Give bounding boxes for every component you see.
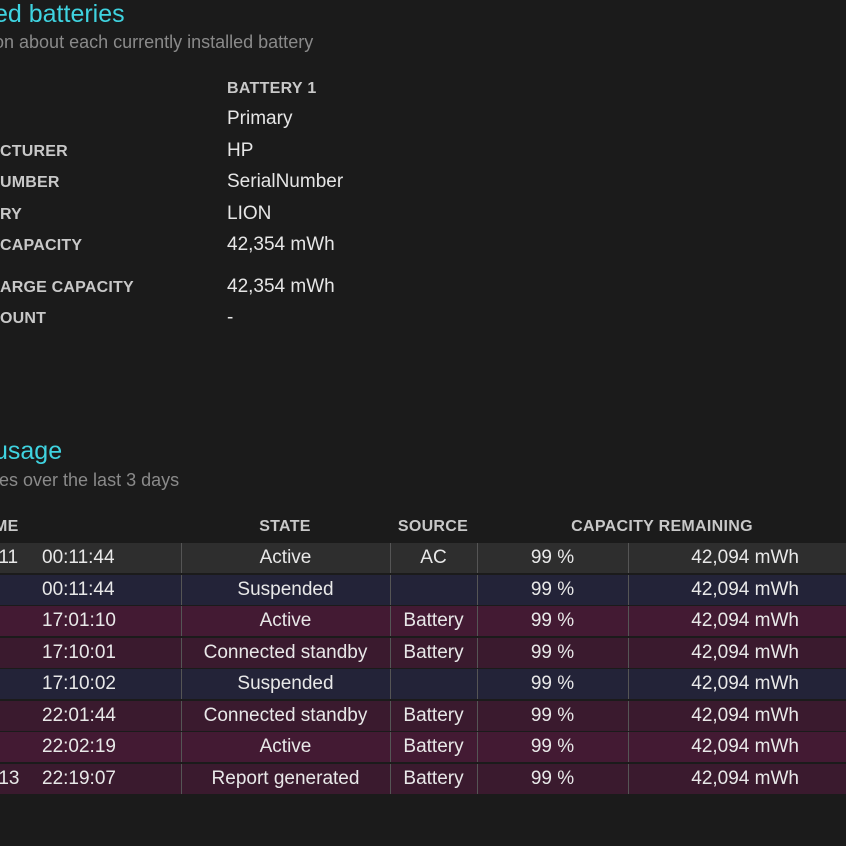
info-row-serial-number: UMBER SerialNumber (0, 171, 846, 195)
info-value: - (227, 307, 234, 328)
header-source: SOURCE (397, 518, 469, 535)
source-cell (390, 669, 476, 699)
time-cell: 22:02:19 (42, 736, 116, 757)
date-cell (0, 732, 32, 762)
installed-batteries-title: ed batteries (0, 0, 125, 28)
mwh-cell: 42,094 mWh (628, 606, 846, 636)
source-cell (390, 575, 476, 605)
table-row: -11 00:11:44 Active AC 99 % 42,094 mWh (0, 543, 846, 573)
time-cell: 17:10:01 (42, 642, 116, 663)
header-start-time: ME (0, 518, 19, 535)
time-cell: 22:19:07 (42, 768, 116, 789)
table-row: 00:11:44 Suspended 99 % 42,094 mWh (0, 575, 846, 605)
date-cell: -13 (0, 768, 20, 789)
state-cell: Active (181, 543, 389, 573)
info-label: ARGE CAPACITY (0, 279, 134, 296)
recent-usage-subtitle: tes over the last 3 days (0, 470, 180, 490)
percent-cell: 99 % (477, 543, 627, 573)
time-cell: 22:01:44 (42, 705, 116, 726)
state-cell: Suspended (181, 575, 389, 605)
table-row: 17:01:10 Active Battery 99 % 42,094 mWh (0, 606, 846, 636)
percent-cell: 99 % (477, 764, 627, 794)
percent-cell: 99 % (477, 732, 627, 762)
percent-cell: 99 % (477, 606, 627, 636)
info-label: CAPACITY (0, 237, 83, 254)
date-cell (0, 575, 32, 605)
mwh-cell: 42,094 mWh (628, 764, 846, 794)
mwh-cell: 42,094 mWh (628, 732, 846, 762)
state-cell: Connected standby (181, 701, 389, 731)
info-value: LION (227, 203, 272, 224)
info-label: RY (0, 206, 23, 223)
time-cell: 17:10:02 (42, 673, 116, 694)
state-cell: Report generated (181, 764, 389, 794)
info-row-manufacturer: CTURER HP (0, 140, 846, 164)
table-row: 22:02:19 Active Battery 99 % 42,094 mWh (0, 732, 846, 762)
battery-column-header: BATTERY 1 (227, 80, 317, 97)
percent-cell: 99 % (477, 638, 627, 668)
mwh-cell: 42,094 mWh (628, 701, 846, 731)
installed-batteries-subtitle: on about each currently installed batter… (0, 32, 314, 52)
date-cell (0, 638, 32, 668)
source-cell: Battery (390, 606, 476, 636)
info-row-design-capacity: CAPACITY 42,354 mWh (0, 234, 846, 258)
info-label: CTURER (0, 143, 68, 160)
info-row-chemistry: RY LION (0, 203, 846, 227)
source-cell: Battery (390, 732, 476, 762)
recent-usage-title: usage (0, 437, 63, 465)
source-cell: AC (390, 543, 476, 573)
table-row: -13 22:19:07 Report generated Battery 99… (0, 764, 846, 794)
state-cell: Active (181, 732, 389, 762)
usage-table-header: ME STATE SOURCE CAPACITY REMAINING (0, 518, 846, 540)
header-state: STATE (259, 518, 311, 535)
time-cell: 00:11:44 (42, 547, 115, 568)
info-value: HP (227, 140, 254, 161)
mwh-cell: 42,094 mWh (628, 638, 846, 668)
info-value: Primary (227, 108, 293, 129)
header-capacity-remaining: CAPACITY REMAINING (571, 518, 753, 535)
mwh-cell: 42,094 mWh (628, 543, 846, 573)
info-row-cycle-count: OUNT - (0, 307, 846, 331)
state-cell: Active (181, 606, 389, 636)
source-cell: Battery (390, 701, 476, 731)
percent-cell: 99 % (477, 669, 627, 699)
state-cell: Suspended (181, 669, 389, 699)
source-cell: Battery (390, 638, 476, 668)
time-cell: 17:01:10 (42, 610, 116, 631)
info-row-full-charge-capacity: ARGE CAPACITY 42,354 mWh (0, 276, 846, 300)
date-cell (0, 606, 32, 636)
info-label: OUNT (0, 310, 47, 327)
percent-cell: 99 % (477, 575, 627, 605)
source-cell: Battery (390, 764, 476, 794)
table-row: 17:10:01 Connected standby Battery 99 % … (0, 638, 846, 668)
mwh-cell: 42,094 mWh (628, 575, 846, 605)
info-value: SerialNumber (227, 171, 344, 192)
percent-cell: 99 % (477, 701, 627, 731)
info-value: 42,354 mWh (227, 234, 335, 255)
date-cell (0, 669, 32, 699)
state-cell: Connected standby (181, 638, 389, 668)
time-cell: 00:11:44 (42, 579, 115, 600)
info-label: UMBER (0, 174, 60, 191)
table-row: 22:01:44 Connected standby Battery 99 % … (0, 701, 846, 731)
date-cell (0, 701, 32, 731)
mwh-cell: 42,094 mWh (628, 669, 846, 699)
date-cell: -11 (0, 547, 19, 568)
info-value: 42,354 mWh (227, 276, 335, 297)
table-row: 17:10:02 Suspended 99 % 42,094 mWh (0, 669, 846, 699)
info-row-name: Primary (0, 108, 846, 132)
